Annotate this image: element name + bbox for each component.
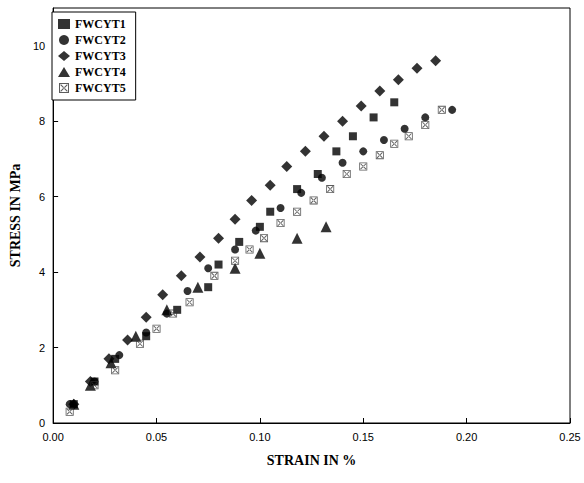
svg-text:0.10: 0.10 <box>249 431 270 443</box>
svg-text:2: 2 <box>39 342 45 354</box>
svg-text:FWCYT4: FWCYT4 <box>75 65 126 79</box>
svg-text:FWCYT3: FWCYT3 <box>75 49 126 63</box>
svg-text:0: 0 <box>39 417 45 429</box>
svg-text:6: 6 <box>39 191 45 203</box>
svg-text:8: 8 <box>39 115 45 127</box>
svg-text:0.15: 0.15 <box>353 431 374 443</box>
svg-text:STRAIN IN %: STRAIN IN % <box>267 453 356 468</box>
svg-text:4: 4 <box>39 266 45 278</box>
svg-text:0.20: 0.20 <box>456 431 477 443</box>
svg-text:0.05: 0.05 <box>146 431 167 443</box>
svg-text:STRESS IN MPa: STRESS IN MPa <box>8 164 23 267</box>
svg-text:0.25: 0.25 <box>559 431 580 443</box>
svg-text:10: 10 <box>33 40 45 52</box>
svg-text:FWCYT5: FWCYT5 <box>75 81 126 95</box>
svg-text:FWCYT1: FWCYT1 <box>75 17 126 31</box>
svg-text:FWCYT2: FWCYT2 <box>75 33 126 47</box>
svg-text:0.00: 0.00 <box>42 431 63 443</box>
